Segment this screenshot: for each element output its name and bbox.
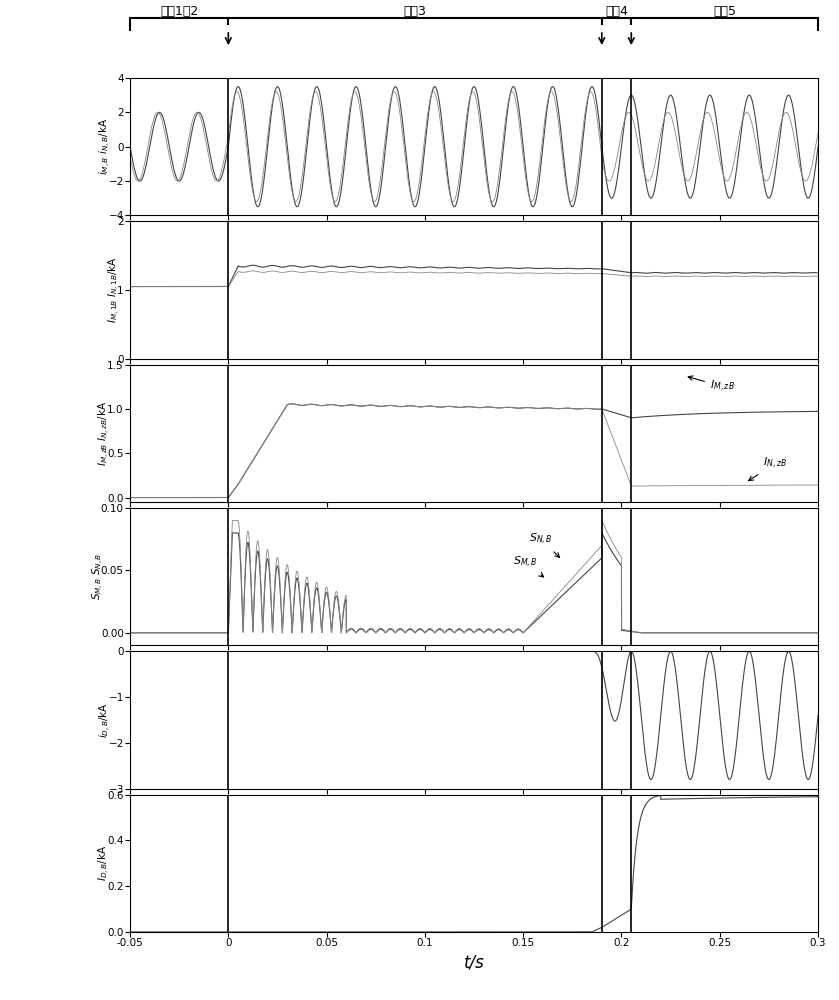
Y-axis label: $S_{M,B}$ $S_{N,B}$: $S_{M,B}$ $S_{N,B}$: [91, 553, 106, 600]
Text: $I_{M,zB}$: $I_{M,zB}$: [688, 376, 735, 394]
Y-axis label: $i_{M,B}$ $i_{N,B}$/kA: $i_{M,B}$ $i_{N,B}$/kA: [98, 118, 113, 175]
Text: 步骤5: 步骤5: [713, 5, 736, 18]
Y-axis label: $I_{M,zB}$ $I_{N,zB}$/kA: $I_{M,zB}$ $I_{N,zB}$/kA: [96, 401, 112, 466]
Text: $S_{N,B}$: $S_{N,B}$: [529, 532, 560, 557]
Text: $I_{N,zB}$: $I_{N,zB}$: [748, 456, 787, 481]
Text: 步骤4: 步骤4: [605, 5, 628, 18]
Text: 步骤3: 步骤3: [404, 5, 426, 18]
Y-axis label: $i_{D,B}$/kA: $i_{D,B}$/kA: [98, 702, 113, 738]
X-axis label: t/s: t/s: [464, 954, 484, 972]
Text: 步骤1、2: 步骤1、2: [160, 5, 198, 18]
Y-axis label: $I_{M,1B}$ $I_{N,1B}$/kA: $I_{M,1B}$ $I_{N,1B}$/kA: [107, 257, 122, 323]
Y-axis label: $I_{D,B}$/kA: $I_{D,B}$/kA: [97, 845, 112, 881]
Text: $S_{M,B}$: $S_{M,B}$: [513, 555, 544, 577]
